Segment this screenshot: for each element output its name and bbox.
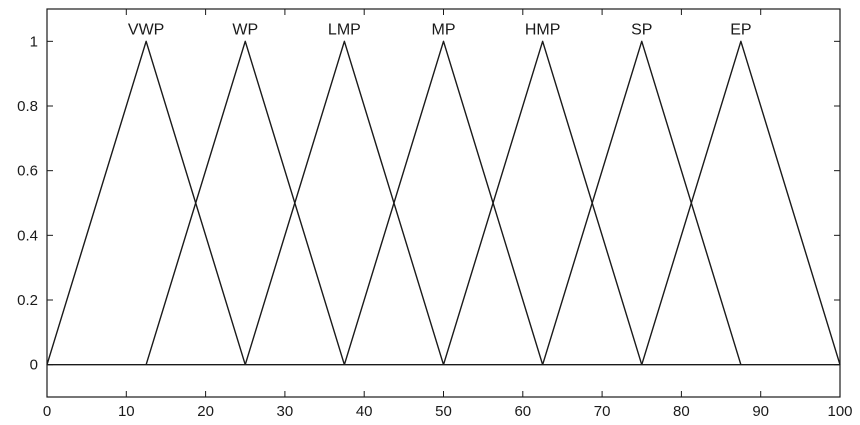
series-layer: VWP WP LMP MP HMP SP EP xyxy=(46,21,841,366)
series-label-mp: MP xyxy=(432,21,456,38)
x-tick-label: 40 xyxy=(356,403,373,420)
y-tick-label: 1 xyxy=(30,33,38,50)
x-tick-label: 0 xyxy=(43,403,51,420)
x-tick-label: 20 xyxy=(197,403,214,420)
y-tick-label: 0.2 xyxy=(17,292,38,309)
series-line-vwp xyxy=(46,40,246,365)
series-line-hmp xyxy=(442,40,643,365)
series-label-sp: SP xyxy=(631,21,652,38)
series-line-mp xyxy=(343,40,544,365)
series-label-ep: EP xyxy=(730,21,751,38)
x-tick-label: 90 xyxy=(752,403,769,420)
plot-area xyxy=(46,8,841,398)
series-label-wp: WP xyxy=(232,21,258,38)
plot-frame xyxy=(46,8,841,398)
x-tick-label: 80 xyxy=(673,403,690,420)
x-tick-label: 70 xyxy=(594,403,611,420)
series-label-vwp: VWP xyxy=(128,21,164,38)
series-line-lmp xyxy=(244,40,445,365)
y-tick-label: 0.4 xyxy=(17,227,38,244)
axes-layer: 0 10 20 30 40 50 60 70 80 90 100 0 0.2 0.4 0.6 0.8 1 xyxy=(17,9,853,420)
x-tick-label: 50 xyxy=(435,403,452,420)
x-tick-label: 100 xyxy=(827,403,852,420)
series-label-hmp: HMP xyxy=(525,21,561,38)
y-tick-label: 0 xyxy=(30,357,38,374)
y-tick-label: 0.6 xyxy=(17,163,38,180)
series-line-wp xyxy=(145,40,346,365)
y-tick-label: 0.8 xyxy=(17,98,38,115)
series-label-lmp: LMP xyxy=(328,21,361,38)
x-tick-label: 60 xyxy=(514,403,531,420)
x-tick-label: 30 xyxy=(277,403,294,420)
x-tick-label: 10 xyxy=(118,403,135,420)
series-line-ep xyxy=(641,40,841,365)
series-line-sp xyxy=(541,40,742,365)
